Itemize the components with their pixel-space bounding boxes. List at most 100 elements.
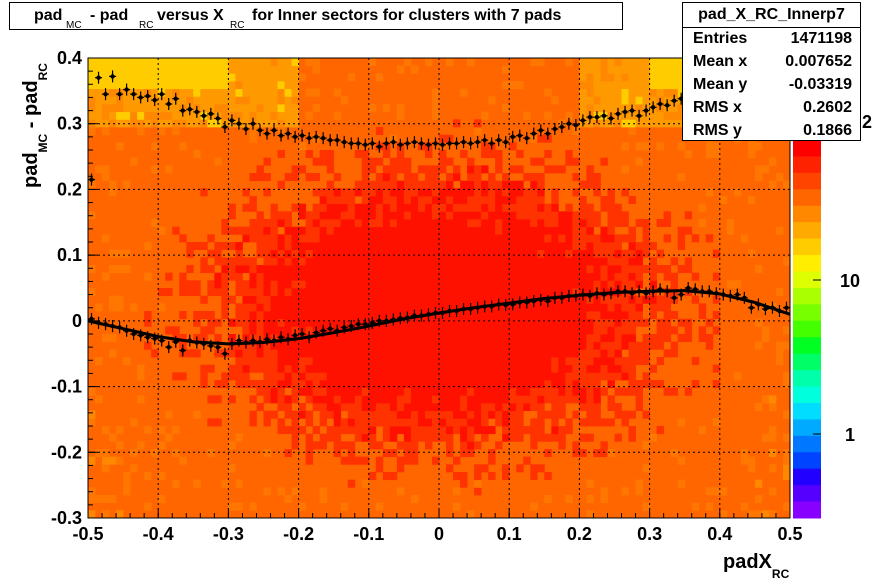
heatmap-bin [495, 318, 503, 327]
heatmap-bin [663, 58, 672, 67]
heatmap-bin [242, 364, 250, 373]
heatmap-bin [410, 303, 419, 312]
heatmap-bin [263, 357, 271, 366]
heatmap-bin [642, 295, 650, 304]
heatmap-bin [537, 349, 545, 358]
heatmap-bin [439, 188, 447, 197]
heatmap-bin [102, 65, 110, 74]
heatmap-bin [453, 372, 461, 381]
heatmap-bin [284, 226, 292, 235]
heatmap-bin [593, 341, 601, 350]
heatmap-bin [530, 464, 538, 473]
heatmap-bin [382, 272, 391, 281]
heatmap-bin [607, 449, 615, 458]
heatmap-bin [102, 96, 110, 105]
heatmap-bin [635, 81, 643, 90]
heatmap-bin [439, 410, 447, 419]
heatmap-bin [600, 157, 608, 166]
heatmap-bin [453, 349, 461, 358]
heatmap-bin [502, 226, 510, 235]
heatmap-bin [347, 288, 356, 297]
heatmap-bin [256, 242, 264, 251]
heatmap-bin [607, 234, 615, 243]
heatmap-bin [488, 150, 496, 159]
heatmap-bin [635, 65, 643, 74]
profile-point [349, 323, 354, 329]
heatmap-bin [670, 387, 679, 396]
profile-point [461, 306, 466, 312]
heatmap-bin [186, 73, 194, 82]
heatmap-bin [705, 502, 714, 511]
heatmap-bin [431, 96, 440, 105]
heatmap-bin [523, 380, 531, 389]
y-tick-label: -0.1 [51, 377, 82, 397]
heatmap-bin [488, 219, 496, 228]
stats-key: Entries [693, 30, 748, 47]
heatmap-bin [263, 326, 271, 335]
heatmap-bin [516, 180, 524, 189]
heatmap-bin [523, 249, 531, 258]
profile-point [187, 107, 192, 112]
heatmap-bin [698, 219, 707, 228]
heatmap-bin [544, 257, 552, 266]
heatmap-bin [649, 257, 658, 266]
profile-point [250, 338, 256, 343]
heatmap-bin [516, 387, 524, 396]
heatmap-bin [544, 380, 552, 389]
heatmap-bin [502, 104, 510, 113]
heatmap-bin [249, 173, 257, 182]
heatmap-bin [277, 104, 285, 113]
profile-point [538, 297, 543, 303]
heatmap-bin [410, 318, 419, 327]
profile-point [426, 312, 431, 317]
heatmap-bin [284, 495, 292, 504]
heatmap-bin [340, 502, 349, 511]
heatmap-bin [137, 81, 145, 90]
heatmap-bin [481, 249, 489, 258]
heatmap-bin [523, 196, 531, 205]
heatmap-bin [144, 111, 152, 120]
heatmap-bin [586, 219, 594, 228]
heatmap-bin [439, 341, 447, 350]
heatmap-bin [256, 58, 264, 67]
heatmap-bin [754, 265, 763, 274]
heatmap-bin [235, 65, 243, 74]
heatmap-bin [417, 288, 426, 297]
heatmap-bin [621, 311, 629, 320]
heatmap-bin [144, 81, 152, 90]
heatmap-bin [298, 380, 307, 389]
heatmap-bin [579, 81, 587, 90]
heatmap-bin [298, 272, 307, 281]
heatmap-bin [558, 280, 566, 289]
heatmap-bin [354, 410, 363, 419]
heatmap-bin [565, 357, 573, 366]
heatmap-bin [263, 288, 271, 297]
heatmap-bin [446, 272, 454, 281]
heatmap-bin [600, 65, 608, 74]
heatmap-bin [481, 295, 489, 304]
heatmap-bin [403, 295, 412, 304]
heatmap-bin [410, 495, 419, 504]
heatmap-bin [572, 173, 580, 182]
profile-point [384, 318, 389, 324]
heatmap-bin [340, 387, 349, 396]
heatmap-bin [453, 226, 461, 235]
heatmap-bin [95, 357, 103, 366]
heatmap-bin [263, 303, 271, 312]
heatmap-bin [467, 265, 475, 274]
heatmap-bin [607, 257, 615, 266]
heatmap-bin [263, 372, 271, 381]
heatmap-bin [424, 426, 433, 435]
heatmap-bin [186, 349, 194, 358]
heatmap-bin [410, 341, 419, 350]
heatmap-bin [396, 157, 405, 166]
heatmap-bin [347, 73, 356, 82]
profile-point [615, 111, 621, 117]
heatmap-bin [389, 426, 398, 435]
heatmap-bin [523, 188, 531, 197]
heatmap-bin [544, 495, 552, 504]
heatmap-bin [200, 364, 208, 373]
heatmap-bin [488, 196, 496, 205]
profile-point [601, 292, 607, 297]
